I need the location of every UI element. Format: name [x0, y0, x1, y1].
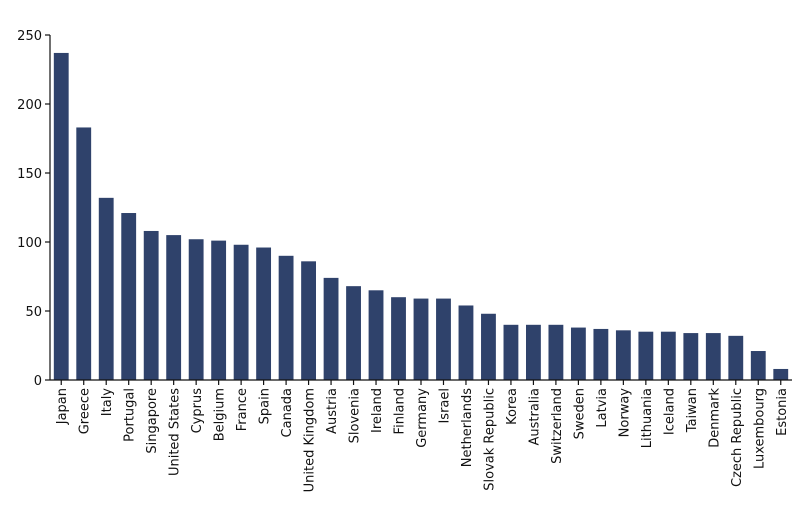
bar-belgium [211, 240, 227, 380]
bar-australia [526, 324, 541, 380]
x-tick-label: Netherlands [460, 388, 475, 467]
bar-taiwan [683, 333, 699, 380]
bar-canada [278, 255, 294, 380]
x-tick-label: Italy [100, 388, 115, 417]
x-tick-label: Sweden [572, 388, 587, 439]
x-tick-label: Switzerland [550, 388, 565, 464]
x-axis-ticks: Japan Greece Italy Portugal Singapore United … [55, 380, 790, 492]
x-tick-label: Taiwan [685, 388, 700, 433]
y-tick-label: 150 [17, 167, 42, 182]
x-tick-label: Korea [505, 388, 520, 425]
bar-netherlands [458, 305, 474, 380]
x-tick-label: Cyprus [190, 388, 205, 434]
bar-luxembourg [750, 351, 766, 380]
x-tick-label: Finland [393, 388, 408, 434]
bars-group [53, 52, 789, 381]
y-tick-label: 250 [17, 29, 42, 44]
y-tick-label: 0 [34, 374, 42, 389]
bar-greece [76, 127, 92, 381]
bar-slovak-republic [481, 313, 496, 380]
x-tick-label: Canada [280, 388, 295, 437]
x-tick-label: Singapore [145, 388, 160, 454]
x-tick-label: Iceland [662, 388, 677, 435]
x-tick-label: Latvia [595, 388, 610, 428]
y-tick-label: 200 [17, 98, 42, 113]
bar-slovenia [346, 286, 361, 380]
x-tick-label: Portugal [123, 388, 138, 442]
bar-ireland [368, 290, 384, 380]
x-tick-label: Luxembourg [752, 388, 767, 469]
bar-israel [436, 298, 451, 380]
x-tick-label: Estonia [775, 388, 790, 436]
bar-lithuania [638, 331, 654, 380]
bar-latvia [593, 328, 609, 380]
x-tick-label: Belgium [213, 388, 228, 441]
x-tick-label: France [235, 388, 250, 431]
x-tick-label: Spain [258, 388, 273, 424]
bar-denmark [705, 333, 721, 380]
bar-germany [413, 298, 429, 380]
bar-portugal [121, 213, 137, 380]
bar-switzerland [548, 324, 564, 380]
x-tick-label: Greece [78, 388, 93, 434]
bar-czech-republic [728, 335, 744, 380]
bar-france [233, 244, 249, 380]
x-tick-label: Slovak Republic [482, 388, 497, 491]
x-tick-label: Slovenia [348, 388, 363, 443]
bar-cyprus [188, 239, 204, 380]
x-tick-label: Norway [617, 388, 632, 438]
y-axis-ticks: 0 50 100 150 200 250 [17, 29, 50, 389]
bar-italy [98, 197, 114, 380]
bar-austria [323, 277, 339, 380]
x-tick-label: Israel [437, 388, 452, 424]
x-tick-label: Austria [325, 388, 340, 434]
bar-singapore [143, 230, 159, 380]
x-tick-label: Denmark [707, 388, 722, 448]
x-tick-label: Ireland [370, 388, 385, 433]
bar-korea [503, 324, 519, 380]
x-tick-label: Lithuania [640, 388, 655, 448]
bar-united-states [166, 235, 182, 380]
y-tick-label: 50 [25, 305, 42, 320]
x-tick-label: Japan [55, 388, 70, 425]
bar-sweden [570, 327, 586, 380]
bar-finland [391, 297, 406, 380]
y-tick-label: 100 [17, 236, 42, 251]
x-tick-label: Germany [415, 388, 430, 448]
bar-iceland [660, 331, 676, 380]
bar-norway [615, 330, 631, 380]
bar-united-kingdom [301, 261, 316, 380]
x-tick-label: Czech Republic [730, 388, 745, 487]
x-tick-label: United States [168, 388, 183, 476]
bar-estonia [773, 368, 789, 380]
x-tick-label: Australia [527, 388, 542, 446]
x-tick-label: United Kingdom [303, 388, 318, 492]
bar-spain [256, 247, 272, 380]
bar-japan [53, 52, 69, 380]
